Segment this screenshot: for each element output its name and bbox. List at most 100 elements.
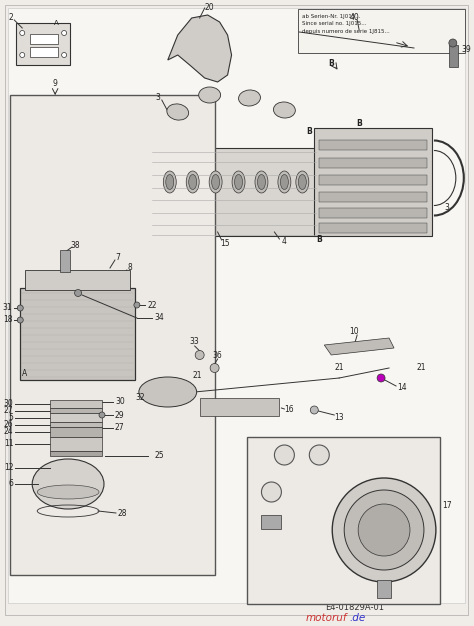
Text: 18: 18 [3,316,12,324]
Text: 20: 20 [205,3,214,11]
Ellipse shape [186,171,199,193]
Bar [449,45,458,67]
Circle shape [74,289,82,297]
Text: 24: 24 [4,428,13,436]
Text: 21: 21 [335,364,344,372]
Bar [319,223,427,233]
Ellipse shape [189,175,197,190]
Text: B: B [328,58,334,68]
Text: 33: 33 [190,337,200,347]
Ellipse shape [211,175,219,190]
Text: 2: 2 [9,14,14,23]
Text: 29: 29 [115,411,125,419]
Text: B: B [317,235,322,245]
Ellipse shape [210,364,219,372]
Text: 37: 37 [417,587,427,597]
Text: 10: 10 [349,327,359,337]
Bar [319,140,427,150]
Text: 30: 30 [115,398,125,406]
Text: 17: 17 [442,501,452,510]
Bar [50,408,102,413]
Ellipse shape [257,175,265,190]
Text: 34: 34 [155,314,164,322]
Circle shape [134,302,140,308]
Circle shape [62,31,67,36]
Text: 30: 30 [3,399,13,409]
Ellipse shape [167,104,189,120]
Bar [314,128,432,236]
Text: ab Serien-Nr. 1J015...
Since serial no. 1J015...
depuis numero de serie 1J815...: ab Serien-Nr. 1J015... Since serial no. … [302,14,390,34]
Bar [319,158,427,168]
Text: 28: 28 [118,508,128,518]
Ellipse shape [232,171,245,193]
Circle shape [17,305,23,311]
Ellipse shape [209,171,222,193]
Circle shape [99,412,105,418]
Ellipse shape [199,87,220,103]
Bar [30,34,58,44]
Text: 1: 1 [269,531,274,540]
FancyBboxPatch shape [16,23,70,65]
Text: 7: 7 [116,254,120,262]
Text: 31: 31 [3,304,12,312]
Ellipse shape [281,175,288,190]
Bar [60,250,70,272]
Bar [152,148,316,236]
Bar [30,47,58,57]
Polygon shape [168,15,232,82]
Circle shape [274,445,294,465]
Bar [262,515,282,529]
Circle shape [332,478,436,582]
Ellipse shape [139,377,197,407]
Bar [50,422,102,427]
Text: 12: 12 [4,463,13,473]
Bar [25,270,130,290]
Bar [319,192,427,202]
Text: 11: 11 [4,439,13,448]
Bar [20,288,135,380]
Ellipse shape [32,459,104,509]
Text: 16: 16 [284,406,294,414]
Circle shape [449,39,457,47]
Circle shape [20,31,25,36]
Bar [319,208,427,218]
Circle shape [310,445,329,465]
Text: 9: 9 [53,78,57,88]
Bar [50,437,102,451]
Bar [377,580,391,598]
Text: B: B [356,120,362,128]
Text: 14: 14 [397,384,407,393]
Text: 15: 15 [220,239,229,247]
Bar [319,175,427,185]
Text: 4: 4 [282,237,287,247]
Bar [50,400,102,408]
Circle shape [20,53,25,58]
Bar [200,398,279,416]
Text: 25: 25 [155,451,164,459]
Circle shape [310,406,318,414]
Ellipse shape [255,171,268,193]
Text: 5: 5 [9,413,13,422]
Text: 40: 40 [349,13,359,21]
Bar [10,95,215,575]
FancyBboxPatch shape [246,437,440,604]
Circle shape [17,317,23,323]
Bar [50,413,102,422]
Text: 32: 32 [135,393,145,401]
Text: 6: 6 [9,480,13,488]
Ellipse shape [166,175,174,190]
Text: 23: 23 [280,452,289,458]
Text: 3: 3 [155,93,160,101]
Text: B: B [306,128,312,136]
Text: 8: 8 [128,264,132,272]
Bar [50,427,102,437]
Ellipse shape [278,171,291,193]
Circle shape [262,482,282,502]
FancyBboxPatch shape [298,9,465,53]
Ellipse shape [296,171,309,193]
Circle shape [358,504,410,556]
Text: 36: 36 [213,351,222,359]
Text: 21: 21 [417,364,427,372]
Ellipse shape [37,485,99,499]
Ellipse shape [238,90,260,106]
